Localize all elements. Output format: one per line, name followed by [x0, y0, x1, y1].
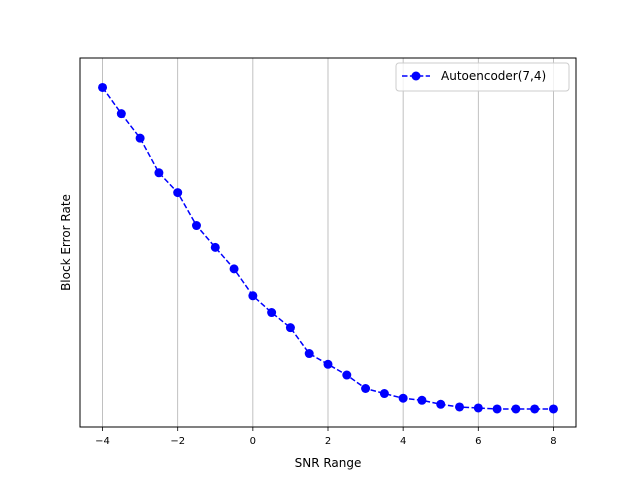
- data-point: [210, 242, 220, 252]
- series-layer: [98, 82, 558, 414]
- legend: Autoencoder(7,4): [395, 62, 570, 92]
- data-point: [436, 399, 446, 409]
- data-point: [135, 133, 145, 143]
- data-point: [285, 323, 295, 333]
- data-point: [492, 404, 502, 414]
- x-tick-label: 8: [550, 436, 556, 447]
- data-point: [455, 402, 465, 412]
- x-ticks: −4 −2 0 2 4 6 8: [95, 427, 557, 447]
- data-point: [511, 404, 521, 414]
- x-axis-label: SNR Range: [295, 456, 362, 470]
- y-axis-label: Block Error Rate: [59, 194, 73, 291]
- data-point: [417, 395, 427, 405]
- data-point: [361, 383, 371, 393]
- data-point: [548, 404, 558, 414]
- grid: [102, 58, 554, 427]
- data-point: [398, 393, 408, 403]
- x-tick-label: 4: [400, 436, 406, 447]
- data-point: [173, 188, 183, 198]
- data-point: [323, 359, 333, 369]
- data-point: [304, 349, 314, 359]
- data-point: [154, 168, 164, 178]
- data-point: [379, 389, 389, 399]
- data-point: [473, 403, 483, 413]
- data-point: [98, 82, 108, 92]
- x-tick-label: 0: [250, 436, 256, 447]
- x-tick-label: −2: [170, 436, 185, 447]
- data-point: [267, 308, 277, 318]
- legend-series-label: Autoencoder(7,4): [441, 69, 546, 83]
- data-point: [342, 370, 352, 380]
- data-point: [229, 264, 239, 274]
- legend-marker-sample: [411, 71, 421, 81]
- legend-box: [395, 62, 570, 92]
- data-point: [530, 404, 540, 414]
- data-point: [248, 291, 258, 301]
- x-tick-label: −4: [95, 436, 110, 447]
- x-tick-label: 2: [325, 436, 331, 447]
- data-point: [191, 221, 201, 231]
- data-point: [116, 109, 126, 119]
- x-tick-label: 6: [475, 436, 481, 447]
